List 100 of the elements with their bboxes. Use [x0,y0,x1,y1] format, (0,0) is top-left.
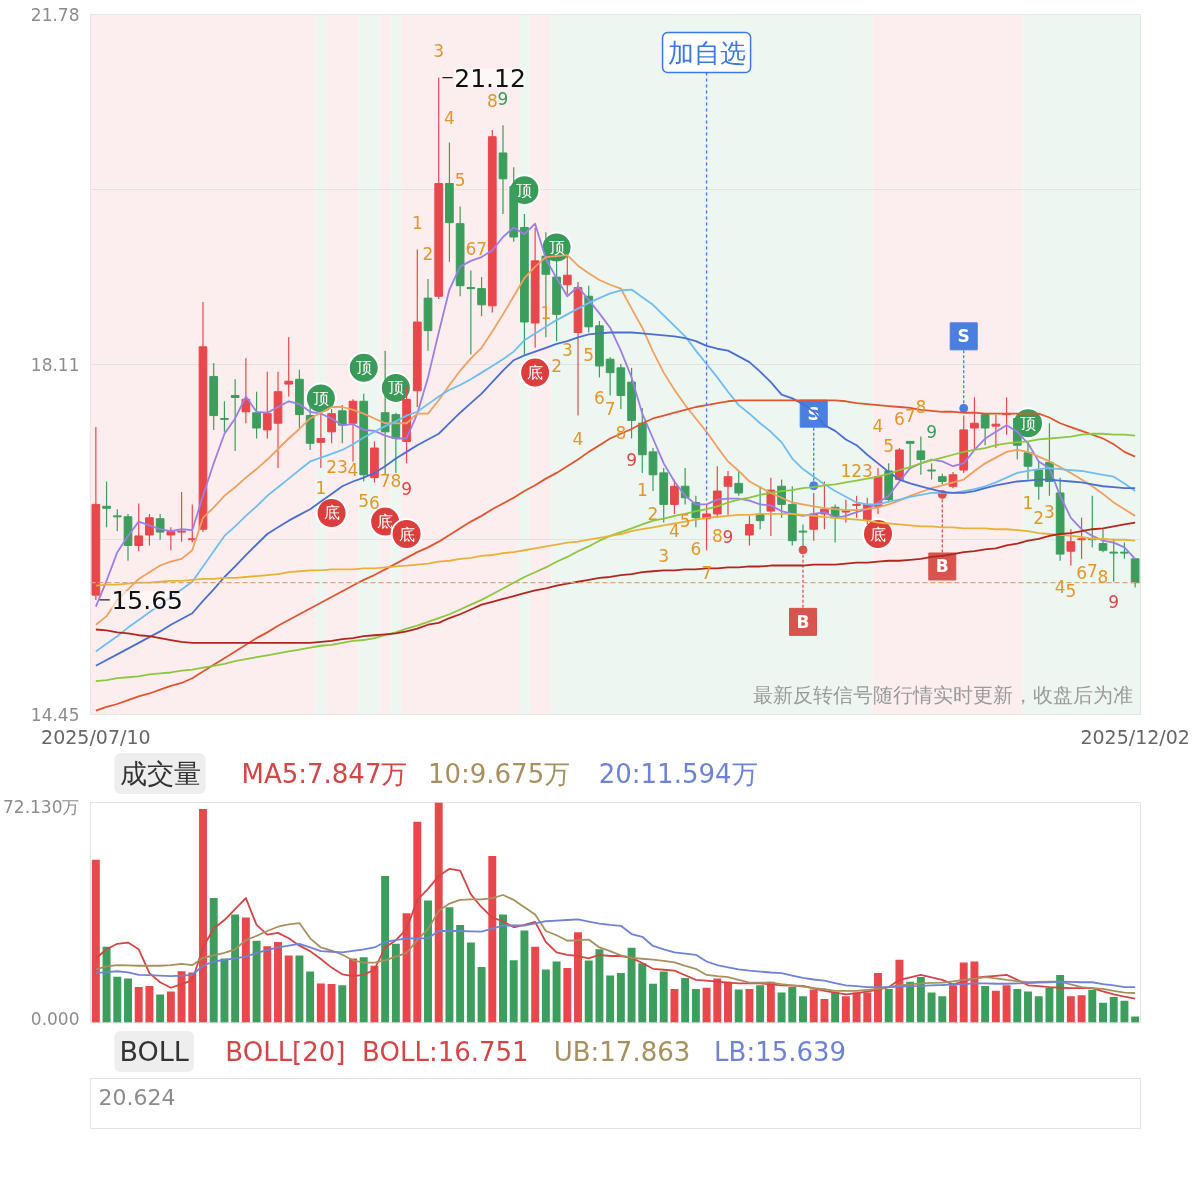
annotation: 1 [636,479,648,500]
annotation: 3 [861,460,873,481]
annotation: 6 [594,387,605,408]
bar [499,914,507,1023]
bar [852,992,861,1023]
bar [156,994,165,1023]
bar [381,876,390,1023]
annotation: 加自选 [667,37,746,68]
bar [295,955,304,1023]
bar [638,963,647,1023]
bar [1088,989,1097,1023]
bar [563,967,572,1023]
bar [1120,1000,1129,1023]
bar [274,941,282,1023]
bar [520,930,529,1023]
annotation: 4 [1054,577,1066,598]
bar [874,973,882,1023]
candlestick [1130,558,1140,589]
y-tick-label: 0.000 [30,1008,80,1029]
annotation: 8 [390,471,402,492]
text: 顶 [312,388,329,408]
x-tick-label: 2025/07/10 [41,725,151,748]
annotation: 1 [411,213,423,234]
candlestick [1034,460,1044,501]
bar [756,985,765,1023]
annotation: 4 [572,429,584,450]
bar [220,958,229,1023]
annotation: 7 [904,406,916,427]
candlestick [991,414,1001,449]
annotation: 3 [336,456,348,477]
candlestick [112,508,122,532]
line-series [94,894,1137,994]
annotation: 2 [326,456,337,477]
bar [799,996,807,1023]
annotation: 8 [711,526,723,547]
text: S [957,326,970,347]
bar [338,985,347,1023]
candlestick [337,404,347,444]
candlestick [230,378,240,452]
annotation: 1 [1022,492,1034,513]
bar [199,809,207,1023]
bar [713,978,722,1023]
bar [788,987,797,1023]
annotation: 6 [465,238,477,259]
annotation: 2 [551,356,562,377]
annotation: 6 [369,492,380,513]
legend-label: UB:17.863 [553,1036,691,1067]
bar [884,988,893,1023]
annotation: 6 [1076,562,1087,583]
bar [145,985,154,1023]
annotation: 3 [561,340,573,361]
candlestick [477,276,486,317]
candlestick [102,480,111,528]
candlestick [316,413,326,469]
annotation: 3 [658,545,670,566]
candlestick [1066,528,1076,567]
annotation: 5 [358,491,370,512]
bar [649,983,657,1023]
annotation: 3 [1044,501,1055,522]
bar [949,985,957,1023]
candlestick [177,491,186,543]
candlestick [284,336,294,398]
text: 20.624 [98,1084,176,1110]
annotation: 1 [315,477,327,498]
bar [306,971,315,1023]
candlestick [562,255,572,295]
text: BOLL[20] [225,1036,346,1067]
candlestick [841,499,851,524]
bar [906,981,915,1023]
annotation: 4 [669,520,680,541]
line-series [94,331,1137,667]
candlestick [1023,440,1033,481]
annotation: 5 [583,344,595,365]
bar [1024,991,1032,1023]
candlestick [745,515,754,547]
candlestick [905,440,915,469]
bar [831,992,840,1023]
text: 20:11.594万 [598,758,758,789]
legend-label: LB:15.639 [714,1036,847,1067]
bar [574,932,582,1023]
candlestick [1109,538,1119,583]
bar [584,960,593,1023]
bar [627,947,636,1023]
annotation: 6 [690,538,702,559]
annotation: 最新反转信号随行情实时更新，收盘后为准 [752,682,1133,707]
bar [509,960,518,1023]
bar [349,958,357,1023]
annotation: 9 [1108,592,1120,613]
bar [970,961,979,1023]
series-label: B [796,611,810,632]
bar [113,976,122,1023]
y-tick-label: 72.130万 [3,796,80,817]
bar [488,855,497,1023]
annotation: 8 [1097,567,1109,588]
bar [413,821,422,1023]
bar [91,859,100,1023]
text: 10:9.675万 [427,758,571,789]
bar [124,978,132,1023]
candlestick [252,391,261,440]
chart-title: 成交量 [119,758,201,789]
